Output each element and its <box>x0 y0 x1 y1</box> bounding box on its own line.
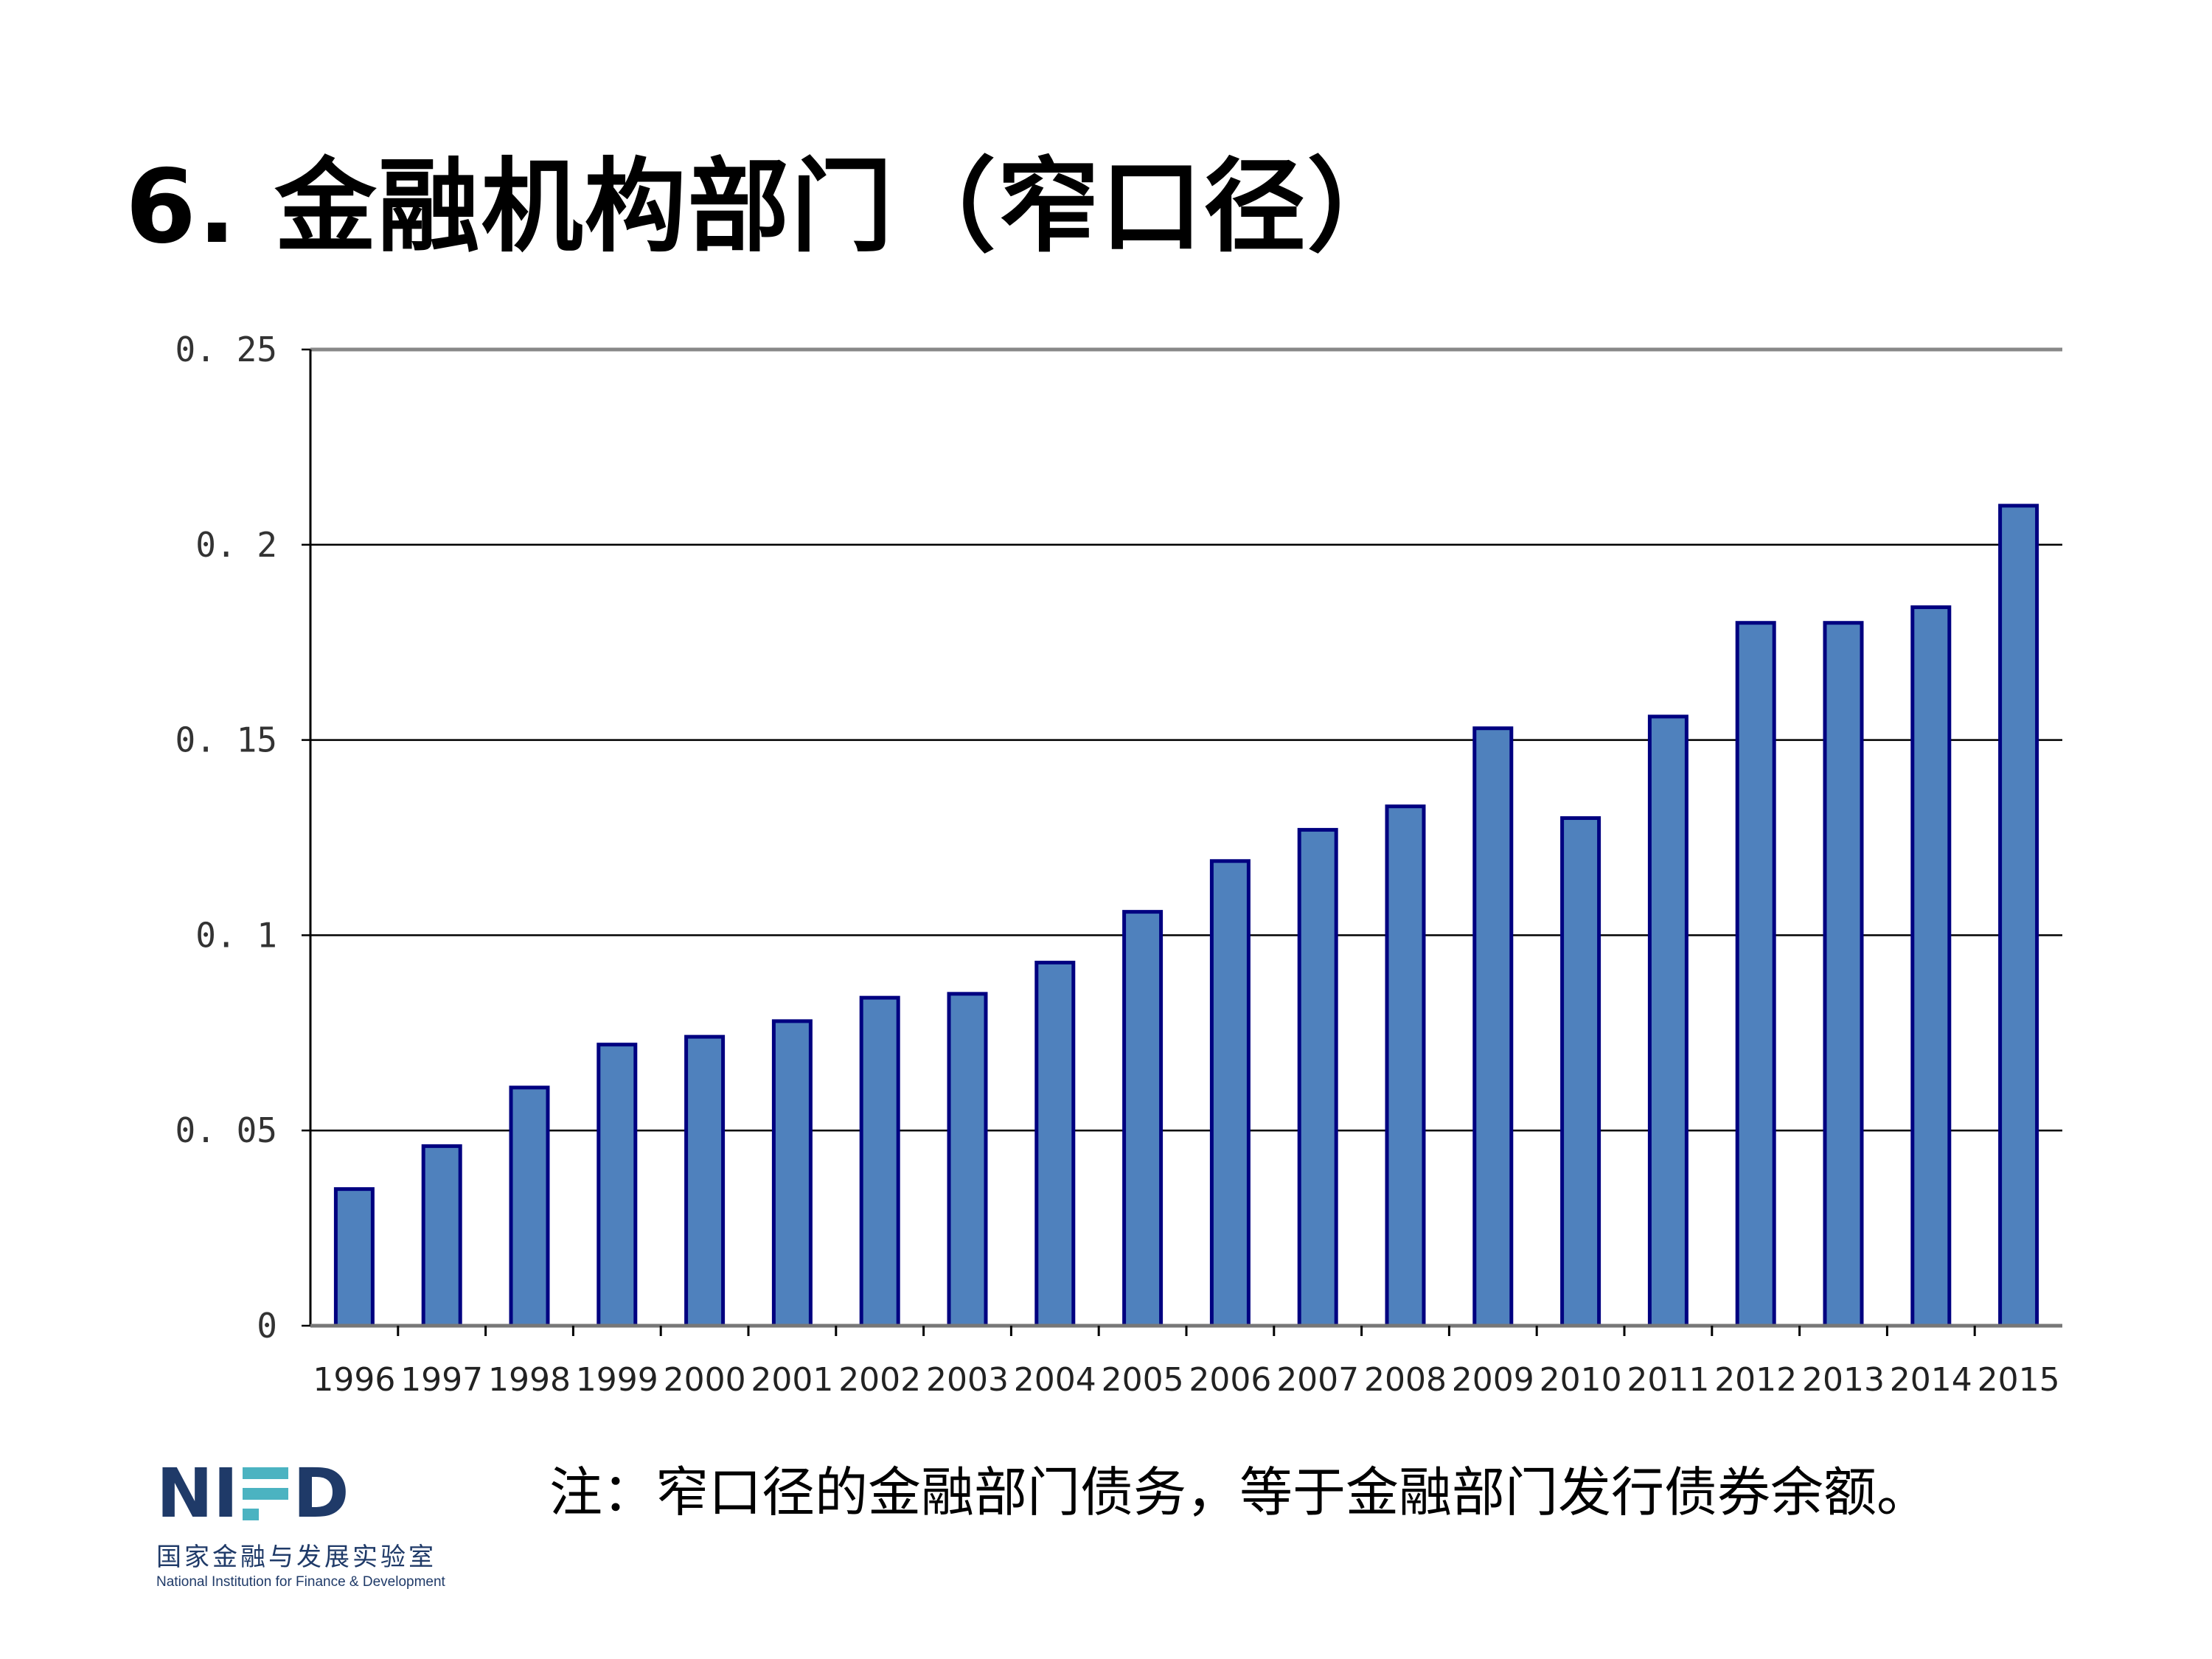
y-tick-label: 0. 1 <box>195 915 277 955</box>
x-tick-label: 2014 <box>1890 1361 1972 1399</box>
x-tick-label: 2013 <box>1802 1361 1885 1399</box>
bar-1996 <box>333 1187 375 1328</box>
x-tick-label: 2011 <box>1627 1361 1709 1399</box>
x-tick-label: 2003 <box>926 1361 1009 1399</box>
logo-chinese-name: 国家金融与发展实验室 <box>156 1543 437 1572</box>
x-tick-label: 2002 <box>838 1361 921 1399</box>
bar-2010 <box>1560 816 1601 1328</box>
bar-2002 <box>859 995 900 1328</box>
y-tick-label: 0. 15 <box>175 720 277 760</box>
x-tick-label: 2004 <box>1014 1361 1096 1399</box>
bar-1997 <box>421 1144 462 1328</box>
logo-english-name: National Institution for Finance & Devel… <box>156 1574 445 1590</box>
y-tick-label: 0. 25 <box>175 330 277 369</box>
x-tick-label: 2009 <box>1452 1361 1534 1399</box>
bar-2000 <box>684 1034 726 1328</box>
x-tick-label: 2008 <box>1364 1361 1447 1399</box>
bar-2006 <box>1209 859 1251 1328</box>
x-tick-label: 2010 <box>1540 1361 1622 1399</box>
bar-2008 <box>1385 804 1426 1328</box>
bar-2007 <box>1297 827 1338 1328</box>
chart-footnote: 注：窄口径的金融部门债务，等于金融部门发行债券余额。 <box>549 1461 1930 1523</box>
bar-1998 <box>509 1085 550 1328</box>
logo-mark: NI D <box>156 1454 349 1533</box>
x-tick-label: 2000 <box>664 1361 746 1399</box>
y-tick-label: 0. 2 <box>195 525 277 565</box>
bar-2012 <box>1735 621 1776 1328</box>
bar-2015 <box>1998 504 2039 1328</box>
bar-2004 <box>1034 960 1076 1328</box>
x-tick-label: 1998 <box>488 1361 571 1399</box>
x-tick-label: 2015 <box>1978 1361 2060 1399</box>
bar-1999 <box>597 1043 638 1328</box>
x-tick-label: 2012 <box>1714 1361 1797 1399</box>
nifd-logo: NI D 国家金融与发展实验室 National Institution for… <box>156 1454 445 1590</box>
bar-2001 <box>771 1019 813 1328</box>
x-tick-label: 1996 <box>313 1361 395 1399</box>
page-title: 6. 金融机构部门（窄口径） <box>125 147 1411 266</box>
x-tick-label: 2007 <box>1276 1361 1359 1399</box>
bar-2013 <box>1823 621 1864 1328</box>
x-tick-label: 2005 <box>1102 1361 1184 1399</box>
x-tick-label: 1999 <box>576 1361 658 1399</box>
bar-2014 <box>1910 605 1952 1328</box>
bar-2003 <box>947 992 988 1328</box>
x-tick-label: 2006 <box>1189 1361 1271 1399</box>
y-tick-label: 0 <box>257 1306 277 1346</box>
x-tick-label: 1997 <box>400 1361 483 1399</box>
x-tick-label: 2001 <box>751 1361 833 1399</box>
bar-2011 <box>1647 714 1688 1328</box>
y-tick-label: 0. 05 <box>175 1110 277 1150</box>
bar-2009 <box>1472 726 1514 1328</box>
bar-2005 <box>1122 910 1164 1328</box>
